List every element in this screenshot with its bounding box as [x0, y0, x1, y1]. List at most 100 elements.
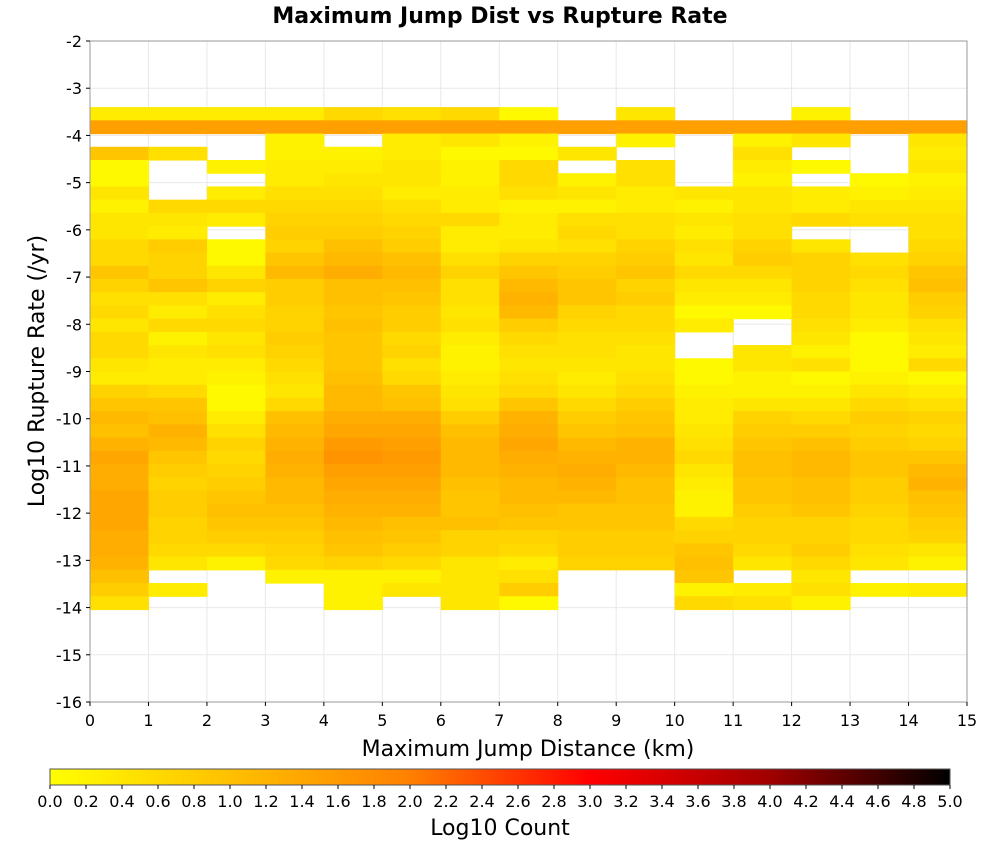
- heatmap-cell: [323, 450, 383, 465]
- heatmap-cell: [265, 159, 325, 174]
- heatmap-cell: [90, 371, 150, 386]
- heatmap-cell: [850, 503, 910, 518]
- heatmap-cell: [791, 278, 851, 293]
- heatmap-cell: [265, 173, 325, 188]
- heatmap-cell: [499, 305, 559, 320]
- heatmap-cell: [382, 424, 442, 439]
- heatmap-cell: [265, 345, 325, 359]
- heatmap-cell: [206, 305, 266, 320]
- heatmap-cell: [499, 450, 559, 465]
- heatmap-cell: [557, 226, 617, 240]
- heatmap-cell: [440, 464, 500, 478]
- heatmap-cell: [616, 239, 676, 254]
- heatmap-cell: [148, 477, 208, 492]
- heatmap-cell: [148, 556, 208, 571]
- heatmap-cell: [206, 358, 266, 373]
- heatmap-cell: [557, 265, 617, 280]
- heatmap-cell: [674, 543, 734, 558]
- heatmap-cell: [382, 556, 442, 571]
- heatmap-cell: [323, 384, 383, 399]
- heatmap-cell: [382, 583, 442, 597]
- heatmap-cell: [440, 159, 500, 174]
- heatmap-cell: [499, 358, 559, 373]
- heatmap-cell: [382, 450, 442, 465]
- heatmap-cell: [499, 384, 559, 399]
- heatmap-cell: [90, 199, 150, 214]
- heatmap-cell: [616, 490, 676, 505]
- heatmap-cell: [90, 252, 150, 267]
- heatmap-cell: [557, 437, 617, 452]
- heatmap-cell: [323, 226, 383, 240]
- heatmap-cell: [616, 516, 676, 531]
- heatmap-cell: [674, 318, 734, 333]
- heatmap-cell: [440, 490, 500, 505]
- heatmap-cell: [616, 397, 676, 412]
- heatmap-cell: [733, 397, 793, 412]
- heatmap-cell: [791, 265, 851, 280]
- heatmap-cell: [90, 450, 150, 465]
- heatmap-cell: [382, 331, 442, 346]
- heatmap-cell: [265, 397, 325, 412]
- heatmap-cell: [908, 384, 968, 399]
- heatmap-cell: [90, 411, 150, 425]
- heatmap-cell: [148, 464, 208, 478]
- heatmap-cell: [850, 583, 910, 597]
- heatmap-cell: [382, 305, 442, 320]
- heatmap-cell: [265, 239, 325, 254]
- heatmap-cell: [323, 159, 383, 174]
- heatmap-cell: [733, 477, 793, 492]
- x-tick-label: 8: [553, 711, 563, 730]
- heatmap-cell: [557, 397, 617, 412]
- heatmap-cell: [850, 411, 910, 425]
- heatmap-cell: [616, 318, 676, 333]
- heatmap-cell: [733, 503, 793, 518]
- heatmap-cell: [674, 569, 734, 584]
- heatmap-cell: [382, 292, 442, 306]
- heatmap-cell: [616, 358, 676, 373]
- heatmap-cell: [733, 226, 793, 240]
- heatmap-cell: [90, 424, 150, 439]
- heatmap-cell: [733, 583, 793, 597]
- heatmap-cell: [908, 331, 968, 346]
- heatmap-cell: [616, 411, 676, 425]
- heatmap-cell: [908, 397, 968, 412]
- heatmap-cell: [850, 543, 910, 558]
- heatmap-cell: [90, 490, 150, 505]
- heatmap-cell: [850, 318, 910, 333]
- heatmap-cell: [440, 186, 500, 201]
- heatmap-cell: [148, 450, 208, 465]
- heatmap-cell: [791, 371, 851, 386]
- heatmap-cell: [850, 371, 910, 386]
- heatmap-cell: [850, 252, 910, 267]
- heatmap-cell: [850, 186, 910, 201]
- y-tick-label: -4: [66, 126, 82, 145]
- heatmap-cell: [674, 186, 734, 201]
- heatmap-cell: [674, 120, 734, 135]
- heatmap-cell: [265, 450, 325, 465]
- y-tick-label: -6: [66, 221, 82, 240]
- heatmap-cell: [265, 543, 325, 558]
- heatmap-cell: [323, 199, 383, 214]
- heatmap-cell: [382, 345, 442, 359]
- heatmap-cell: [674, 530, 734, 544]
- heatmap-cell: [206, 345, 266, 359]
- heatmap-cell: [908, 358, 968, 373]
- heatmap-cell: [791, 345, 851, 359]
- heatmap-cell: [382, 186, 442, 201]
- heatmap-cell: [674, 556, 734, 571]
- heatmap-cell: [791, 331, 851, 346]
- heatmap-cell: [440, 530, 500, 544]
- heatmap-cell: [791, 583, 851, 597]
- x-axis-label: Maximum Jump Distance (km): [362, 737, 695, 762]
- heatmap-cell: [440, 384, 500, 399]
- heatmap-cell: [616, 173, 676, 188]
- heatmap-cell: [323, 424, 383, 439]
- heatmap-cell: [440, 331, 500, 346]
- heatmap-cell: [557, 530, 617, 544]
- heatmap-cell: [440, 212, 500, 227]
- heatmap-cell: [850, 530, 910, 544]
- y-tick-label: -7: [66, 268, 82, 287]
- heatmap-cell: [440, 516, 500, 531]
- heatmap-cell: [206, 543, 266, 558]
- colorbar-tick-label: 2.6: [505, 792, 530, 811]
